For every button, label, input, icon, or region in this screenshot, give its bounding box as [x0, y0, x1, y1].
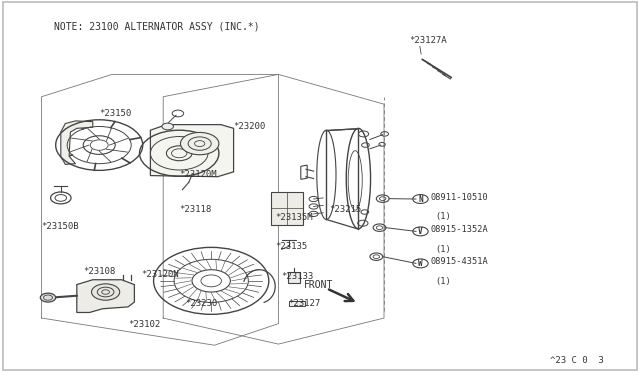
Text: *23118: *23118	[179, 205, 211, 214]
Text: 08915-4351A: 08915-4351A	[431, 257, 488, 266]
Text: (1): (1)	[435, 212, 451, 221]
Text: (1): (1)	[435, 245, 451, 254]
Text: W: W	[418, 259, 423, 268]
Bar	[271, 192, 303, 225]
Text: *23150B: *23150B	[42, 222, 79, 231]
Text: N: N	[418, 195, 423, 203]
Text: *23102: *23102	[128, 320, 160, 329]
Text: *23215: *23215	[330, 205, 362, 214]
Text: 08915-1352A: 08915-1352A	[431, 225, 488, 234]
Text: V: V	[418, 227, 423, 236]
Text: *23133: *23133	[282, 272, 314, 280]
Text: *23120N: *23120N	[141, 270, 179, 279]
Bar	[288, 272, 300, 283]
Circle shape	[162, 123, 173, 130]
Circle shape	[92, 284, 120, 300]
Text: 08911-10510: 08911-10510	[431, 193, 488, 202]
Polygon shape	[77, 280, 134, 312]
Text: FRONT: FRONT	[304, 280, 333, 289]
Text: (1): (1)	[435, 277, 451, 286]
Text: ^23 C 0  3: ^23 C 0 3	[550, 356, 604, 365]
Circle shape	[180, 132, 219, 155]
Polygon shape	[61, 121, 93, 164]
Text: *23120M: *23120M	[179, 170, 217, 179]
Text: *23230: *23230	[186, 299, 218, 308]
Text: *23127A: *23127A	[410, 36, 447, 45]
Polygon shape	[150, 125, 234, 177]
Bar	[289, 301, 305, 306]
Text: NOTE: 23100 ALTERNATOR ASSY (INC.*): NOTE: 23100 ALTERNATOR ASSY (INC.*)	[54, 21, 260, 31]
Text: *23150: *23150	[99, 109, 131, 118]
Text: *23135: *23135	[275, 242, 307, 251]
Circle shape	[40, 293, 56, 302]
Text: *23200: *23200	[234, 122, 266, 131]
Text: *23135M: *23135M	[275, 213, 313, 222]
Text: *23108: *23108	[83, 267, 115, 276]
Text: *23127: *23127	[288, 299, 320, 308]
